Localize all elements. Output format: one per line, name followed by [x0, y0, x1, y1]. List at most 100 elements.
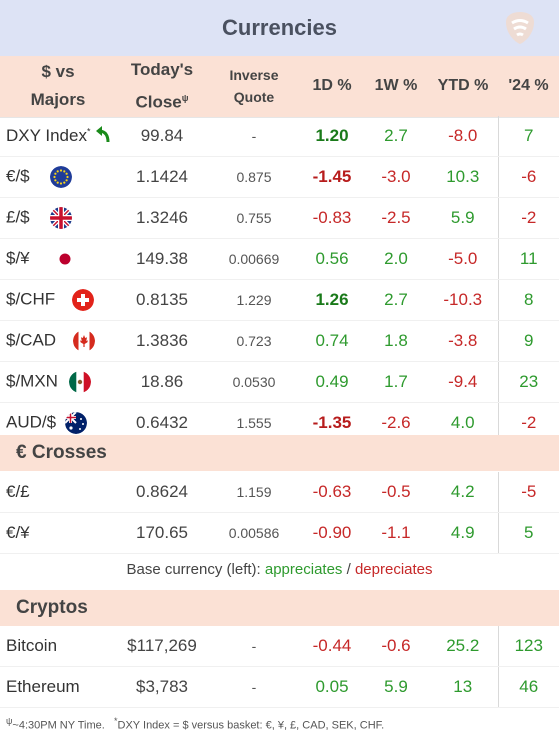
australia-flag-icon — [64, 412, 87, 434]
table-row[interactable]: DXY Index* 99.84 - 1.20 2.7 -8.0 7 — [0, 116, 559, 157]
crosses-table: €/£ 0.8624 1.159 -0.63 -0.5 4.2 -5 €/¥ 1… — [0, 472, 559, 554]
title-bar: Currencies — [0, 0, 559, 56]
change-1d: -0.63 — [300, 472, 364, 513]
change-ytd: 25.2 — [428, 626, 498, 667]
close-value: 149.38 — [116, 238, 208, 280]
page-title: Currencies — [222, 15, 337, 40]
table-row[interactable]: $/¥ 149.38 0.00669 0.56 2.0 -5.0 11 — [0, 238, 559, 280]
pair-name: $/CHF — [0, 279, 116, 321]
asset-name: Bitcoin — [0, 626, 116, 667]
section-euro-crosses: € Crosses — [0, 435, 559, 471]
header-close: Today's Closeψ — [116, 56, 208, 118]
pair-name: $/MXN — [0, 361, 116, 403]
change-1w: -2.5 — [364, 197, 428, 239]
legend-appreciates: appreciates — [264, 561, 343, 578]
header-inverse: Inverse Quote — [208, 56, 300, 118]
section-title: € Crosses — [16, 442, 107, 463]
change-ytd: -5.0 — [428, 238, 498, 280]
close-value: 0.8135 — [116, 279, 208, 321]
change-1w: 1.8 — [364, 320, 428, 362]
change-1w: 2.7 — [364, 279, 428, 321]
table-row[interactable]: $/CAD 1.3836 0.723 0.74 1.8 -3.8 9 — [0, 320, 559, 362]
close-value: 1.1424 — [116, 156, 208, 198]
change-ytd: -10.3 — [428, 279, 498, 321]
change-1d: -1.45 — [300, 156, 364, 198]
swiss-flag-icon — [71, 289, 94, 311]
change-1d: -0.83 — [300, 197, 364, 239]
pair-name: €/$ — [0, 156, 116, 198]
inverse-value: 1.159 — [208, 472, 300, 513]
green-arrow-icon — [96, 126, 110, 143]
change-1d: 0.74 — [300, 320, 364, 362]
change-1w: 5.9 — [364, 666, 428, 708]
change-2024: 11 — [497, 238, 559, 280]
change-ytd: 10.3 — [428, 156, 498, 198]
change-2024: 23 — [497, 361, 559, 403]
legend-depreciates: depreciates — [354, 561, 433, 578]
pair-name: €/¥ — [0, 512, 116, 554]
change-2024: -6 — [497, 156, 559, 198]
footnote: ψ~4:30PM NY Time. *DXY Index = $ versus … — [6, 716, 385, 732]
change-ytd: 4.9 — [428, 512, 498, 554]
inverse-value: 1.229 — [208, 279, 300, 321]
inverse-value: - — [208, 626, 300, 667]
inverse-value: 0.00669 — [208, 238, 300, 280]
shield-logo-icon — [506, 12, 534, 44]
change-ytd: -8.0 — [428, 116, 498, 157]
change-1w: -3.0 — [364, 156, 428, 198]
change-1d: 0.49 — [300, 361, 364, 403]
change-1w: 1.7 — [364, 361, 428, 403]
majors-table: DXY Index* 99.84 - 1.20 2.7 -8.0 7 €/$ — [0, 116, 559, 444]
close-value: 170.65 — [116, 512, 208, 554]
change-1w: -0.5 — [364, 472, 428, 513]
cryptos-table: Bitcoin $117,269 - -0.44 -0.6 25.2 123 E… — [0, 626, 559, 708]
close-value: $117,269 — [116, 626, 208, 667]
change-ytd: -3.8 — [428, 320, 498, 362]
change-ytd: -9.4 — [428, 361, 498, 403]
change-1d: 0.05 — [300, 666, 364, 708]
japan-flag-icon — [54, 248, 77, 270]
change-1d: 1.26 — [300, 279, 364, 321]
change-2024: 7 — [497, 116, 559, 157]
table-row[interactable]: Ethereum $3,783 - 0.05 5.9 13 46 — [0, 666, 559, 708]
section-cryptos: Cryptos — [0, 590, 559, 626]
change-1d: 1.20 — [300, 116, 364, 157]
change-2024: 123 — [497, 626, 559, 667]
table-row[interactable]: €/¥ 170.65 0.00586 -0.90 -1.1 4.9 5 — [0, 512, 559, 554]
close-value: 18.86 — [116, 361, 208, 403]
header-1w: 1W % — [364, 56, 428, 118]
header-ytd: YTD % — [428, 56, 498, 118]
table-row[interactable]: Bitcoin $117,269 - -0.44 -0.6 25.2 123 — [0, 626, 559, 667]
inverse-value: 0.875 — [208, 156, 300, 198]
header-2024: '24 % — [498, 56, 559, 118]
pair-name: €/£ — [0, 472, 116, 513]
change-2024: 5 — [497, 512, 559, 554]
table-row[interactable]: £/$ 1.3246 0.755 -0.83 -2.5 5.9 -2 — [0, 197, 559, 239]
eu-flag-icon — [50, 166, 73, 188]
inverse-value: 0.755 — [208, 197, 300, 239]
change-1w: -0.6 — [364, 626, 428, 667]
header-pair: $ vs Majors — [0, 56, 116, 118]
uk-flag-icon — [50, 207, 73, 229]
header-1d: 1D % — [300, 56, 364, 118]
change-ytd: 4.2 — [428, 472, 498, 513]
change-2024: -2 — [497, 197, 559, 239]
close-value: 1.3246 — [116, 197, 208, 239]
close-value: 0.8624 — [116, 472, 208, 513]
change-2024: 9 — [497, 320, 559, 362]
table-row[interactable]: $/CHF 0.8135 1.229 1.26 2.7 -10.3 8 — [0, 279, 559, 321]
change-ytd: 5.9 — [428, 197, 498, 239]
table-row[interactable]: $/MXN 18.86 0.0530 0.49 1.7 -9.4 23 — [0, 361, 559, 403]
pair-name: $/CAD — [0, 320, 116, 362]
change-1d: -0.44 — [300, 626, 364, 667]
change-1w: 2.7 — [364, 116, 428, 157]
change-1w: 2.0 — [364, 238, 428, 280]
table-row[interactable]: €/$ 1.1424 0.875 -1.45 -3.0 10.3 -6 — [0, 156, 559, 198]
section-title: Cryptos — [16, 597, 88, 618]
table-row[interactable]: €/£ 0.8624 1.159 -0.63 -0.5 4.2 -5 — [0, 472, 559, 513]
pair-name: DXY Index* — [0, 116, 116, 157]
inverse-value: 0.00586 — [208, 512, 300, 554]
column-header-row: $ vs Majors Today's Closeψ Inverse Quote… — [0, 56, 559, 118]
close-value: 1.3836 — [116, 320, 208, 362]
pair-name: £/$ — [0, 197, 116, 239]
